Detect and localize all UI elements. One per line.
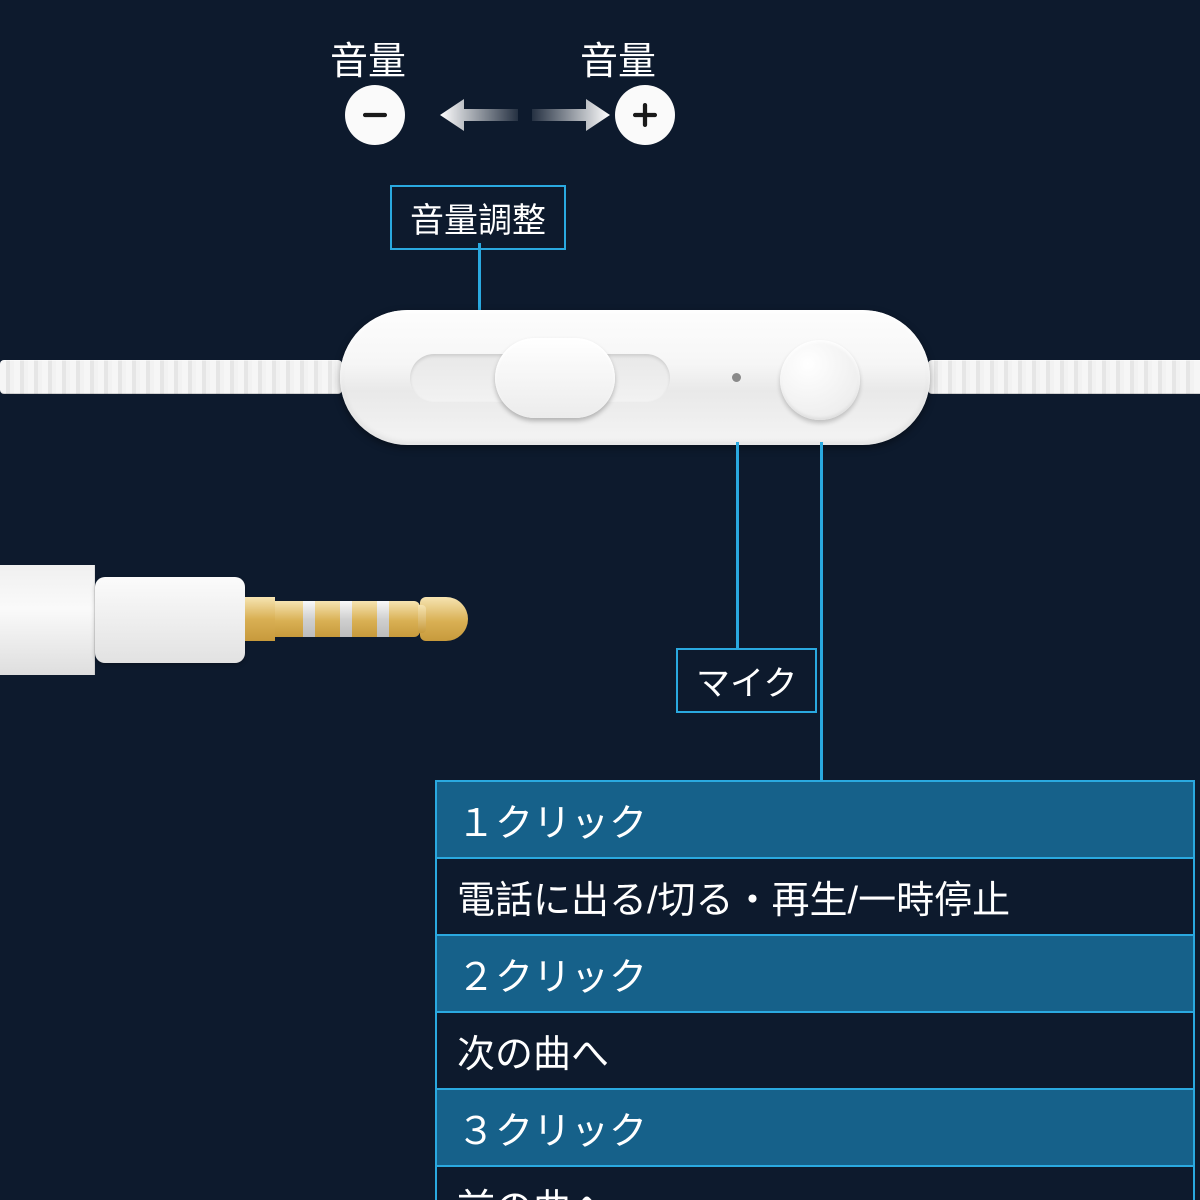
volume-slider-knob: [495, 338, 615, 418]
jack-shaft: [275, 601, 420, 637]
audio-jack: [0, 545, 470, 695]
click-1-action: 電話に出る/切る・再生/一時停止: [437, 859, 1193, 936]
click-action-table: １クリック 電話に出る/切る・再生/一時停止 ２クリック 次の曲へ ３クリック …: [435, 780, 1195, 1200]
multifunction-button: [780, 340, 860, 420]
mic-label: マイク: [676, 648, 817, 713]
volume-plus-label: 音量: [580, 30, 656, 85]
click-2-action: 次の曲へ: [437, 1013, 1193, 1090]
click-3-header: ３クリック: [437, 1090, 1193, 1167]
jack-sleeve: [245, 597, 275, 641]
jack-strain-relief: [0, 565, 95, 675]
jack-tip: [420, 597, 468, 641]
volume-minus-icon: [345, 85, 405, 145]
volume-adjust-label: 音量調整: [390, 185, 566, 250]
mic-hole-icon: [732, 373, 741, 382]
click-1-header: １クリック: [437, 782, 1193, 859]
jack-housing: [95, 577, 245, 663]
volume-plus-icon: [615, 85, 675, 145]
volume-minus-label: 音量: [330, 30, 406, 85]
inline-remote: [340, 310, 930, 445]
volume-direction-arrows: [440, 95, 610, 135]
click-2-header: ２クリック: [437, 936, 1193, 1013]
cable-left: [0, 360, 342, 394]
click-3-action: 前の曲へ: [437, 1167, 1193, 1200]
jack-ring: [377, 601, 389, 637]
connector-mic: [736, 442, 739, 650]
cable-right: [928, 360, 1200, 394]
connector-button: [820, 442, 823, 782]
